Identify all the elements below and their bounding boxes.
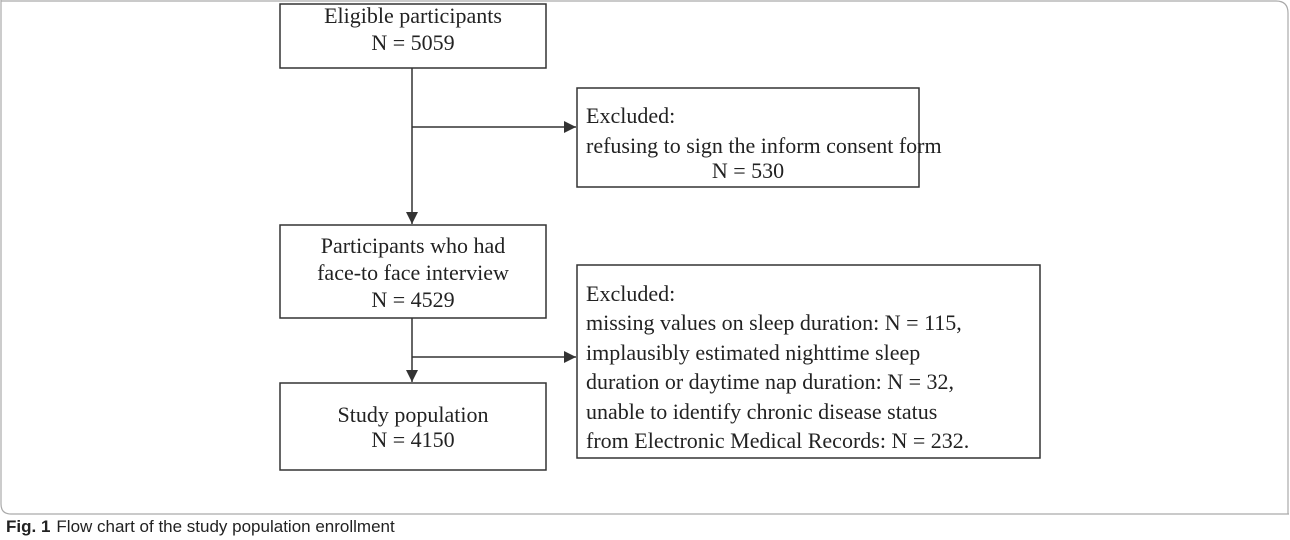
node-box	[279, 224, 547, 319]
node-box	[576, 87, 920, 188]
node-text: refusing to sign the inform consent form	[586, 133, 942, 158]
node-text: Study population	[338, 402, 489, 427]
node-text: Excluded:	[586, 103, 675, 128]
node-text: Participants who had	[321, 233, 506, 258]
node-text: implausibly estimated nighttime sleep	[586, 340, 920, 365]
node-text: N = 4150	[371, 427, 454, 452]
caption-text: Flow chart of the study population enrol…	[56, 517, 395, 536]
node-text: N = 5059	[371, 30, 454, 55]
node-text: N = 530	[712, 158, 784, 183]
node-text: unable to identify chronic disease statu…	[586, 399, 937, 424]
node-text: from Electronic Medical Records: N = 232…	[586, 428, 969, 453]
node-text: missing values on sleep duration: N = 11…	[586, 310, 962, 335]
node-text: duration or daytime nap duration: N = 32…	[586, 369, 954, 394]
node-text: face-to face interview	[317, 260, 509, 285]
caption-label: Fig. 1	[6, 517, 50, 536]
frame	[0, 0, 1289, 515]
caption: Fig. 1 Flow chart of the study population…	[6, 517, 395, 536]
node-text: Excluded:	[586, 281, 675, 306]
node-box	[279, 382, 547, 471]
node-text: Eligible participants	[324, 3, 502, 28]
node-box	[279, 3, 547, 69]
node-box	[576, 264, 1041, 459]
node-text: N = 4529	[371, 287, 454, 312]
